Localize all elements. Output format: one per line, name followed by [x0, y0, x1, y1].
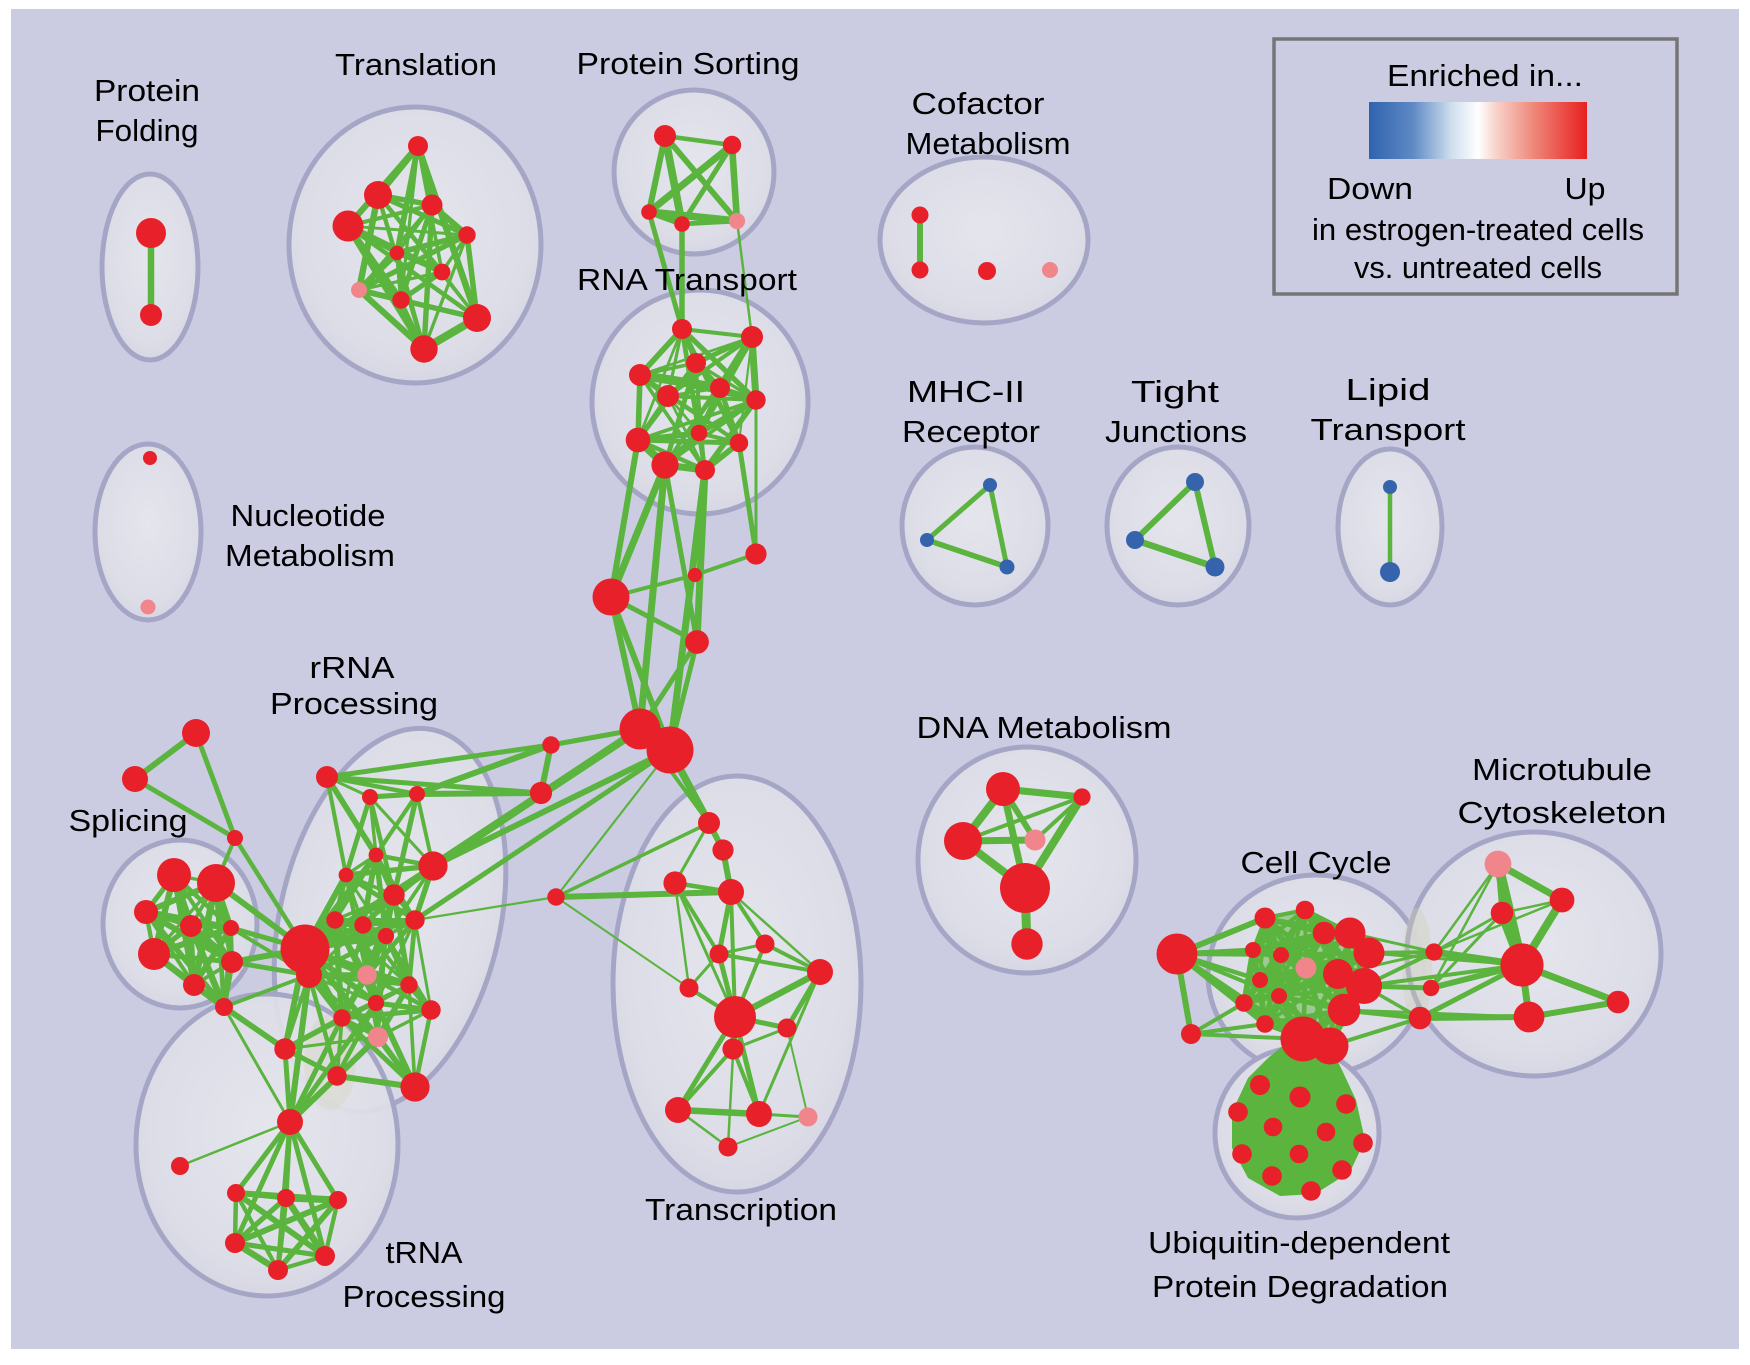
- svg-text:Folding: Folding: [96, 113, 199, 148]
- svg-text:Receptor: Receptor: [902, 414, 1040, 449]
- svg-text:tRNA: tRNA: [386, 1235, 463, 1270]
- svg-text:Transport: Transport: [1311, 412, 1466, 447]
- svg-text:RNA Transport: RNA Transport: [577, 262, 797, 297]
- svg-text:Tight: Tight: [1131, 374, 1219, 409]
- svg-text:Cell Cycle: Cell Cycle: [1241, 845, 1392, 880]
- svg-text:Transcription: Transcription: [645, 1192, 837, 1227]
- svg-text:Protein: Protein: [94, 73, 200, 108]
- svg-text:Cofactor: Cofactor: [912, 86, 1045, 121]
- svg-text:in estrogen-treated cells: in estrogen-treated cells: [1312, 212, 1644, 247]
- svg-text:Lipid: Lipid: [1346, 372, 1431, 407]
- svg-text:Cytoskeleton: Cytoskeleton: [1458, 795, 1667, 830]
- svg-text:rRNA: rRNA: [310, 650, 395, 685]
- svg-text:Ubiquitin-dependent: Ubiquitin-dependent: [1148, 1225, 1450, 1260]
- svg-text:Enriched in...: Enriched in...: [1387, 58, 1583, 93]
- svg-text:Protein Sorting: Protein Sorting: [577, 46, 800, 81]
- svg-text:vs. untreated cells: vs. untreated cells: [1354, 250, 1602, 285]
- svg-text:Down: Down: [1327, 171, 1413, 206]
- svg-text:Up: Up: [1565, 171, 1606, 206]
- svg-text:DNA Metabolism: DNA Metabolism: [917, 710, 1172, 745]
- svg-text:Microtubule: Microtubule: [1472, 752, 1652, 787]
- svg-text:Splicing: Splicing: [69, 803, 188, 838]
- svg-text:Processing: Processing: [343, 1279, 506, 1314]
- svg-text:Metabolism: Metabolism: [906, 126, 1071, 161]
- svg-text:Protein Degradation: Protein Degradation: [1152, 1269, 1448, 1304]
- svg-text:Nucleotide: Nucleotide: [231, 498, 386, 533]
- svg-text:Processing: Processing: [270, 686, 438, 721]
- svg-text:Translation: Translation: [335, 47, 497, 82]
- svg-text:Junctions: Junctions: [1105, 414, 1247, 449]
- svg-text:Metabolism: Metabolism: [225, 538, 395, 573]
- svg-text:MHC-II: MHC-II: [907, 374, 1025, 409]
